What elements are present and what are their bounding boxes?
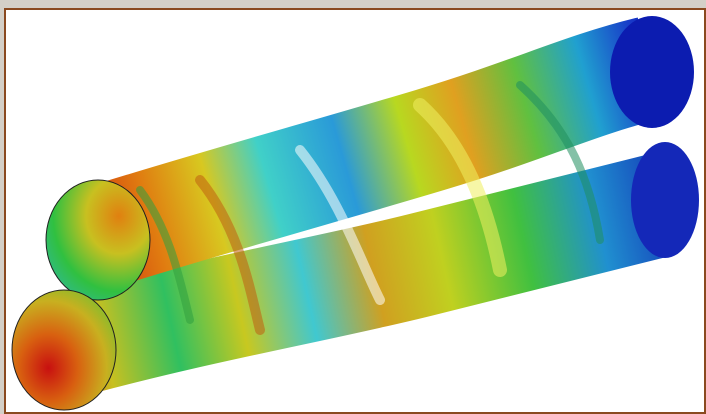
tube-lower-end: [631, 142, 699, 258]
helix-stripes: [136, 81, 604, 335]
tube-lower: [48, 154, 673, 399]
tube-upper-end: [610, 16, 694, 128]
tube-lower-cap: [11, 289, 117, 411]
tube-upper: [82, 17, 663, 288]
tube-upper-cap: [45, 179, 151, 301]
model: [11, 16, 699, 411]
